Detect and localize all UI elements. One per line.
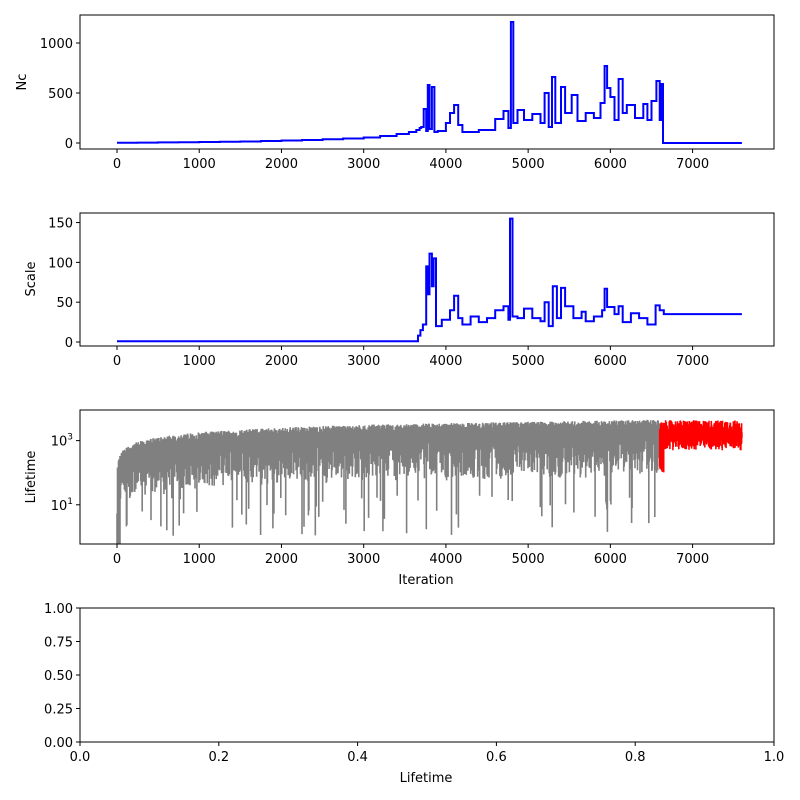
lifetime-hist-xtick-label: 0.2 bbox=[208, 750, 229, 765]
scale-xtick-label: 5000 bbox=[512, 354, 545, 369]
nc-xtick-label: 7000 bbox=[676, 157, 709, 172]
lifetime-hist-xtick-label: 0.0 bbox=[70, 750, 91, 765]
iteration-xlabel: Iteration bbox=[398, 573, 453, 588]
nc-xtick-label: 3000 bbox=[347, 157, 380, 172]
lifetime-hist-xtick-label: 0.8 bbox=[625, 750, 646, 765]
scale-ytick-label: 100 bbox=[48, 256, 73, 271]
lifetime-iter-xtick-label: 6000 bbox=[594, 552, 627, 567]
lifetime-hist-ytick-label: 1.00 bbox=[44, 602, 73, 617]
scale-xtick-label: 6000 bbox=[594, 354, 627, 369]
lifetime-hist-ytick-label: 0.75 bbox=[44, 636, 73, 651]
nc-axes-frame bbox=[79, 14, 775, 150]
scale-ytick-label: 150 bbox=[48, 217, 73, 232]
lifetime-iter-ytick-label: 101 bbox=[51, 497, 73, 514]
nc-xtick-label: 0 bbox=[113, 157, 121, 172]
nc-ytick-label: 0 bbox=[65, 137, 73, 152]
lifetime-iter-xtick-label: 3000 bbox=[347, 552, 380, 567]
lifetime-iter-axes-frame bbox=[79, 409, 775, 545]
lifetime-iter-xtick-label: 2000 bbox=[265, 552, 298, 567]
scale-xtick-label: 1000 bbox=[183, 354, 216, 369]
lifetime-iter-series-0 bbox=[116, 419, 661, 544]
scale-ylabel: Scale bbox=[24, 262, 39, 297]
lifetime-iter-xtick-label: 7000 bbox=[676, 552, 709, 567]
lifetime-hist-ytick-label: 0.50 bbox=[44, 669, 73, 684]
nc-ytick-label: 500 bbox=[48, 87, 73, 102]
nc-ytick-label: 1000 bbox=[40, 37, 73, 52]
scale-ytick-label: 0 bbox=[65, 336, 73, 351]
nc-ylabel: Nc bbox=[15, 74, 30, 91]
scale-panel: 0 1000 2000 3000 4000 5000 6000 7000 0 50 100 150 bbox=[48, 212, 775, 369]
nc-xtick-label: 4000 bbox=[429, 157, 462, 172]
lifetime-iter-plot-area bbox=[116, 419, 743, 544]
scale-plot-area bbox=[117, 217, 742, 343]
nc-series-0 bbox=[117, 21, 742, 144]
scale-axes-frame bbox=[79, 212, 775, 347]
lifetime-vs-iteration-panel: 0 1000 2000 3000 4000 5000 6000 7000 101 103 bbox=[51, 409, 775, 567]
scale-xtick-label: 0 bbox=[113, 354, 121, 369]
lifetime-iter-xtick-label: 5000 bbox=[512, 552, 545, 567]
scale-series-0 bbox=[117, 217, 742, 343]
lifetime-xlabel: Lifetime bbox=[400, 771, 453, 786]
lifetime-iter-xtick-label: 0 bbox=[113, 552, 121, 567]
scale-xtick-label: 2000 bbox=[265, 354, 298, 369]
scale-xtick-label: 3000 bbox=[347, 354, 380, 369]
nc-plot-area bbox=[117, 21, 742, 144]
lifetime-iter-series-1 bbox=[658, 420, 743, 473]
lifetime-histogram-panel: 0.0 0.2 0.4 0.6 0.8 1.0 0.00 0.25 0.50 0.75 1.00 bbox=[44, 602, 784, 765]
lifetime-hist-xtick-label: 1.0 bbox=[764, 750, 785, 765]
nc-xtick-label: 6000 bbox=[594, 157, 627, 172]
lifetime-ylabel: Lifetime bbox=[24, 451, 39, 504]
lifetime-iter-xtick-label: 1000 bbox=[183, 552, 216, 567]
lifetime-iter-xtick-label: 4000 bbox=[429, 552, 462, 567]
lifetime-hist-xtick-label: 0.6 bbox=[486, 750, 507, 765]
nc-xtick-label: 2000 bbox=[265, 157, 298, 172]
lifetime-hist-ytick-label: 0.00 bbox=[44, 736, 73, 751]
lifetime-hist-xtick-label: 0.4 bbox=[347, 750, 368, 765]
scale-ytick-label: 50 bbox=[56, 296, 73, 311]
nc-xtick-label: 5000 bbox=[512, 157, 545, 172]
nc-xtick-label: 1000 bbox=[183, 157, 216, 172]
nc-panel: 0 1000 2000 3000 4000 5000 6000 7000 0 500 1000 bbox=[40, 14, 775, 172]
lifetime-iter-ytick-label: 103 bbox=[51, 433, 73, 450]
scale-xtick-label: 4000 bbox=[429, 354, 462, 369]
lifetime-hist-ytick-label: 0.25 bbox=[44, 703, 73, 718]
scale-xtick-label: 7000 bbox=[676, 354, 709, 369]
